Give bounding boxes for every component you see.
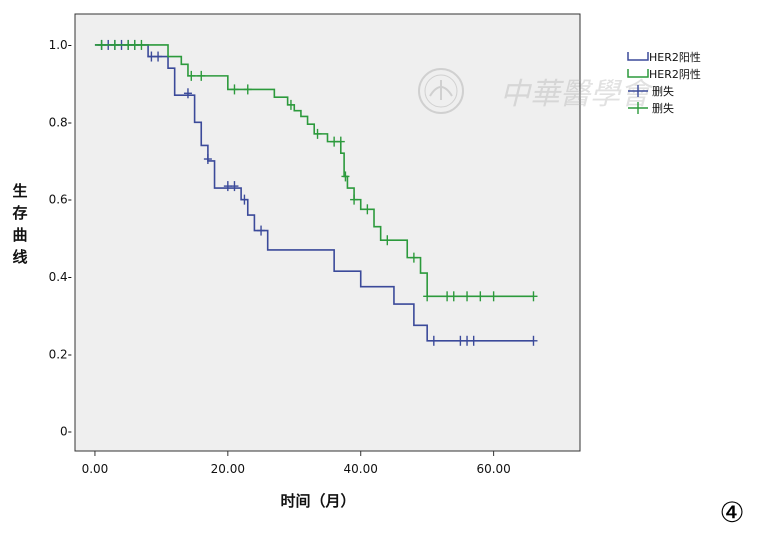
plot-area [74,13,581,452]
censor-mark-series-2 [423,291,432,302]
censor-mark-series-1 [240,194,249,205]
censor-mark-series-2 [463,291,472,302]
censor-mark-series-2 [137,39,146,50]
censor-mark-series-2 [383,235,392,246]
legend-line-symbol [627,52,649,61]
y-axis-title-char: 生 [12,182,27,200]
censor-mark-series-2 [476,291,485,302]
legend-label: 删失 [652,102,674,115]
censor-mark-series-2 [336,136,345,147]
legend-label: HER2阴性 [649,67,701,81]
series-layer [94,39,538,346]
y-tick-label: 0.4- [49,270,72,284]
y-axis-title-char: 存 [12,204,27,222]
censor-mark-series-2 [243,84,252,95]
panel-label: ④ [719,496,744,529]
y-tick-label: 0.6- [49,193,72,207]
censor-mark-series-1 [154,51,163,62]
censor-mark-series-2 [230,84,239,95]
censor-mark-series-2 [449,291,458,302]
y-axis-title-char: 曲 [12,226,27,244]
watermark-text: 中華醫學會 [500,77,654,112]
x-tick-label: 0.00 [82,462,109,476]
y-tick-label: 1.0- [49,38,72,52]
y-axis-title-char: 线 [12,248,27,266]
x-tick-label: 40.00 [344,462,378,476]
survival-line-series-2 [94,44,534,298]
censor-mark-series-1 [469,335,478,346]
censor-mark-series-2 [197,70,206,81]
legend-line-symbol [627,69,649,78]
legend-label: HER2阳性 [649,50,701,64]
censor-mark-series-2 [187,70,196,81]
y-tick-label: 0.2- [49,347,72,361]
censor-mark-series-2 [363,204,372,215]
censor-mark-series-1 [529,335,538,346]
legend-label: 删失 [652,85,674,98]
censor-mark-series-2 [529,291,538,302]
y-axis-title: 生存曲线 [12,182,27,266]
censor-mark-series-1 [183,88,192,99]
censor-mark-series-2 [286,99,295,110]
censor-mark-series-1 [203,154,212,165]
svg-text:生存曲线: 生存曲线 [12,182,27,266]
censor-mark-series-2 [409,252,418,263]
censor-mark-series-2 [341,171,350,182]
censor-mark-series-2 [313,128,322,139]
axes: 0.00 20.00 40.00 60.00 0- 0.2- 0.4- 0.6- 0.8- 1.0… [49,38,511,476]
x-tick-label: 60.00 [476,462,510,476]
watermark: 中華醫學會 [418,68,654,114]
y-tick-label: 0.8- [49,115,72,129]
watermark-seal-mark [429,80,453,100]
watermark-seal [418,68,464,114]
censor-mark-series-1 [257,225,266,236]
y-tick-label: 0- [60,425,72,439]
x-axis-title: 时间（月） [280,492,355,510]
censor-mark-series-2 [97,39,106,50]
censor-mark-series-2 [489,291,498,302]
censor-mark-series-2 [110,39,119,50]
censor-mark-series-1 [429,335,438,346]
watermark-seal-inner [424,74,458,108]
x-tick-label: 20.00 [211,462,245,476]
censor-mark-series-2 [350,194,359,205]
censor-mark-series-1 [230,181,239,192]
